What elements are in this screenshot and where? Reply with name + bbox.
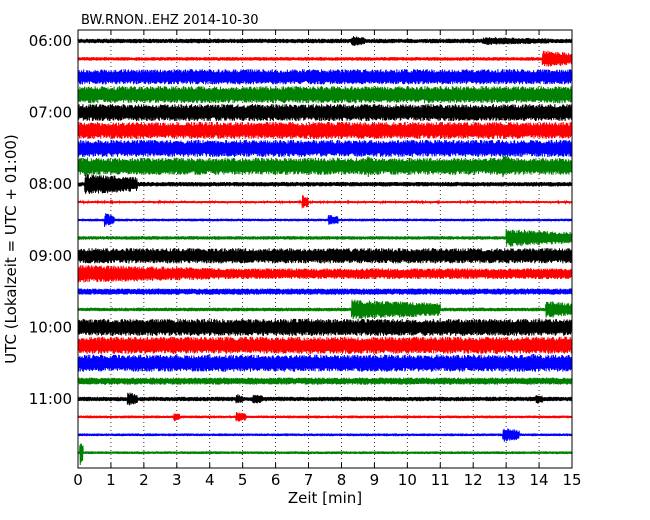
y-tick-label: 11:00 [29, 390, 72, 408]
trace-line [77, 69, 573, 85]
x-tick-label: 11 [431, 471, 450, 489]
trace-group [77, 36, 573, 466]
y-tick-label: 09:00 [29, 247, 72, 265]
y-axis: 06:00 07:00 08:00 09:00 10:00 11:00 [29, 32, 572, 408]
y-tick-label: 10:00 [29, 318, 72, 336]
x-tick-label: 12 [464, 471, 483, 489]
x-axis-label: Zeit [min] [288, 489, 362, 507]
trace-line [77, 411, 573, 422]
x-axis: 0 1 2 3 4 5 6 7 8 9 10 11 12 13 14 15 [73, 30, 582, 489]
trace-line [77, 248, 573, 264]
trace-line [77, 121, 573, 140]
x-tick-label: 6 [271, 471, 281, 489]
trace-line [77, 392, 573, 406]
x-tick-label: 14 [530, 471, 549, 489]
x-tick-label: 4 [205, 471, 215, 489]
trace-line [77, 353, 573, 372]
trace-line [77, 154, 573, 178]
y-tick-label: 07:00 [29, 104, 72, 122]
trace-line [77, 336, 573, 354]
chart-title: BW.RNON..EHZ 2014-10-30 [81, 13, 259, 28]
trace-line [77, 377, 573, 385]
trace-line [77, 36, 573, 46]
y-tick-label: 08:00 [29, 175, 72, 193]
trace-line [77, 50, 573, 67]
trace-line [77, 195, 573, 209]
trace-line [77, 229, 573, 247]
x-tick-label: 7 [304, 471, 314, 489]
x-tick-label: 15 [562, 471, 581, 489]
plot-frame [77, 29, 573, 469]
trace-line [77, 86, 573, 104]
trace-line [77, 139, 573, 157]
trace-line [77, 213, 573, 227]
y-tick-label: 06:00 [29, 32, 72, 50]
trace-line [77, 265, 573, 283]
y-axis-label: UTC (Lokalzeit = UTC + 01:00) [2, 134, 20, 364]
x-tick-label: 1 [106, 471, 116, 489]
x-tick-label: 9 [370, 471, 380, 489]
x-tick-label: 3 [172, 471, 182, 489]
trace-line [77, 299, 573, 320]
x-tick-label: 8 [337, 471, 347, 489]
trace-line [77, 174, 573, 194]
x-tick-label: 2 [139, 471, 149, 489]
x-tick-label: 5 [238, 471, 248, 489]
x-tick-label: 10 [398, 471, 417, 489]
trace-line [77, 288, 573, 295]
trace-line [77, 104, 573, 122]
trace-line [77, 443, 573, 466]
x-tick-label: 0 [73, 471, 83, 489]
x-tick-label: 13 [497, 471, 516, 489]
trace-line [77, 428, 573, 442]
trace-line [77, 318, 573, 336]
